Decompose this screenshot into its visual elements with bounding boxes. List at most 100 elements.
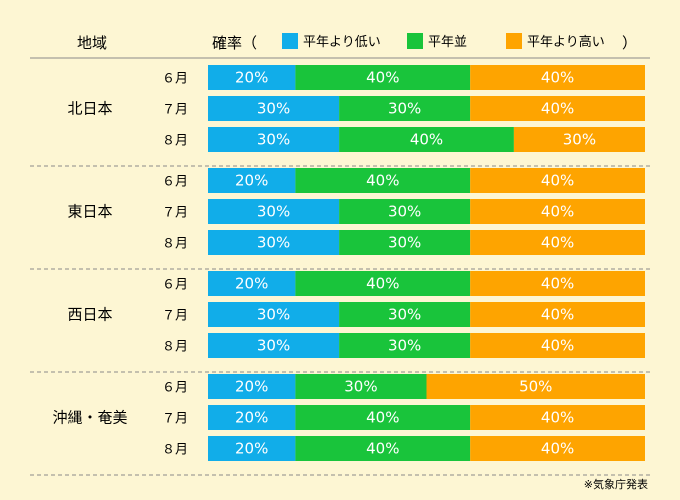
bar-segment-normal xyxy=(339,302,471,327)
bar-segment-above-normal xyxy=(513,127,645,152)
segment-value-label: 40% xyxy=(410,131,443,149)
bars-layer: 北日本 ６月 20% 40% 40% ７月 30% 30% 40% ８月 30% 40% 30% 東日本 ６… xyxy=(30,65,650,476)
bar-segment-below-normal xyxy=(208,96,340,121)
segment-value-label: 40% xyxy=(541,203,574,221)
bar-segment-below-normal xyxy=(208,65,296,90)
bar-segment-above-normal xyxy=(470,436,645,461)
segment-value-label: 20% xyxy=(235,69,268,87)
bar-segment-below-normal xyxy=(208,271,296,296)
region-label: 東日本 xyxy=(67,203,112,221)
bar-segment-normal xyxy=(339,199,471,224)
bar-segment-below-normal xyxy=(208,199,340,224)
bar-segment-below-normal xyxy=(208,374,296,399)
bar-segment-normal xyxy=(339,333,471,358)
segment-value-label: 40% xyxy=(541,234,574,252)
bar-segment-above-normal xyxy=(426,374,645,399)
legend-swatch-above-normal xyxy=(506,33,522,49)
segment-value-label: 30% xyxy=(388,203,421,221)
bar-segment-above-normal xyxy=(470,96,645,121)
footnote: ※気象庁発表 xyxy=(584,477,648,491)
bar-segment-above-normal xyxy=(470,168,645,193)
segment-value-label: 50% xyxy=(519,378,552,396)
segment-value-label: 30% xyxy=(388,100,421,118)
region-group: 東日本 ６月 20% 40% 40% ７月 30% 30% 40% ８月 30% 30% 40% xyxy=(30,168,650,270)
region-group: 北日本 ６月 20% 40% 40% ７月 30% 30% 40% ８月 30% 40% 30% xyxy=(30,65,650,167)
month-label: ７月 xyxy=(162,206,188,221)
bar-segment-normal xyxy=(339,127,514,152)
segment-value-label: 40% xyxy=(541,306,574,324)
month-label: ７月 xyxy=(162,309,188,324)
legend-label-below-normal: 平年より低い xyxy=(303,35,381,50)
segment-value-label: 30% xyxy=(257,100,290,118)
month-label: ８月 xyxy=(162,443,188,458)
legend-swatch-below-normal xyxy=(282,33,298,49)
legend-label-above-normal: 平年より高い xyxy=(527,34,605,50)
segment-value-label: 30% xyxy=(344,378,377,396)
bar-segment-normal xyxy=(339,230,471,255)
bar-segment-normal xyxy=(295,271,471,296)
bar-segment-normal xyxy=(295,374,427,399)
month-label: ６月 xyxy=(162,278,188,293)
bar-segment-below-normal xyxy=(208,405,296,430)
segment-value-label: 40% xyxy=(541,337,574,355)
segment-value-label: 40% xyxy=(541,440,574,458)
probability-heading: 確率（ xyxy=(212,34,257,52)
bar-segment-above-normal xyxy=(470,405,645,430)
segment-value-label: 30% xyxy=(257,234,290,252)
month-label: ８月 xyxy=(162,237,188,252)
legend-label-normal: 平年並 xyxy=(428,35,467,50)
region-label: 西日本 xyxy=(67,306,112,324)
segment-value-label: 40% xyxy=(541,409,574,427)
bar-segment-normal xyxy=(295,436,471,461)
segment-value-label: 40% xyxy=(366,69,399,87)
segment-value-label: 40% xyxy=(366,172,399,190)
segment-value-label: 40% xyxy=(541,172,574,190)
segment-value-label: 30% xyxy=(257,131,290,149)
bar-segment-normal xyxy=(295,405,471,430)
bar-segment-below-normal xyxy=(208,230,340,255)
month-label: ７月 xyxy=(162,103,188,118)
month-label: ６月 xyxy=(162,72,188,87)
bar-segment-above-normal xyxy=(470,230,645,255)
bar-segment-above-normal xyxy=(470,302,645,327)
chart-header: 地域 確率（ 平年より低い 平年並 平年より高い ） xyxy=(77,33,637,52)
segment-value-label: 30% xyxy=(388,337,421,355)
bar-segment-below-normal xyxy=(208,168,296,193)
bar-segment-normal xyxy=(295,65,471,90)
segment-value-label: 40% xyxy=(366,275,399,293)
region-label: 北日本 xyxy=(67,100,112,118)
bar-segment-above-normal xyxy=(470,65,645,90)
region-group: 西日本 ６月 20% 40% 40% ７月 30% 30% 40% ８月 30% 30% 40% xyxy=(30,271,650,373)
month-label: ７月 xyxy=(162,412,188,427)
segment-value-label: 30% xyxy=(257,337,290,355)
month-label: ８月 xyxy=(162,134,188,149)
region-label: 沖縄・奄美 xyxy=(52,409,127,427)
segment-value-label: 40% xyxy=(366,409,399,427)
segment-value-label: 30% xyxy=(257,203,290,221)
segment-value-label: 40% xyxy=(366,440,399,458)
segment-value-label: 30% xyxy=(388,306,421,324)
region-group: 沖縄・奄美 ６月 20% 30% 50% ７月 20% 40% 40% ８月 20% 40% 40% xyxy=(30,374,650,476)
bar-segment-below-normal xyxy=(208,302,340,327)
month-label: ６月 xyxy=(162,175,188,190)
segment-value-label: 20% xyxy=(235,440,268,458)
bar-segment-below-normal xyxy=(208,127,340,152)
bar-segment-above-normal xyxy=(470,199,645,224)
bar-segment-normal xyxy=(339,96,471,121)
segment-value-label: 40% xyxy=(541,275,574,293)
segment-value-label: 20% xyxy=(235,275,268,293)
segment-value-label: 30% xyxy=(257,306,290,324)
legend-swatch-normal xyxy=(407,33,423,49)
segment-value-label: 30% xyxy=(388,234,421,252)
month-label: ６月 xyxy=(162,381,188,396)
segment-value-label: 40% xyxy=(541,100,574,118)
month-label: ８月 xyxy=(162,340,188,355)
probability-heading-close: ） xyxy=(622,34,637,52)
bar-segment-below-normal xyxy=(208,333,340,358)
bar-segment-above-normal xyxy=(470,271,645,296)
region-heading: 地域 xyxy=(77,34,107,52)
segment-value-label: 20% xyxy=(235,378,268,396)
bar-segment-above-normal xyxy=(470,333,645,358)
segment-value-label: 20% xyxy=(235,172,268,190)
